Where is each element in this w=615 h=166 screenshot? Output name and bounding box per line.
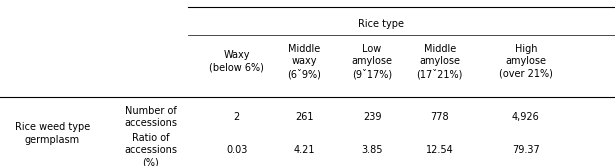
- Text: 778: 778: [430, 112, 449, 122]
- Text: 12.54: 12.54: [426, 145, 454, 155]
- Text: Middle
waxy
(6ˇ9%): Middle waxy (6ˇ9%): [287, 44, 322, 79]
- Text: 4.21: 4.21: [294, 145, 315, 155]
- Text: 79.37: 79.37: [512, 145, 540, 155]
- Text: Number of
accessions: Number of accessions: [124, 106, 177, 128]
- Text: 0.03: 0.03: [226, 145, 247, 155]
- Text: 261: 261: [295, 112, 314, 122]
- Text: Waxy
(below 6%): Waxy (below 6%): [209, 50, 264, 73]
- Text: Middle
amylose
(17ˇ21%): Middle amylose (17ˇ21%): [416, 44, 463, 79]
- Text: Rice type: Rice type: [359, 19, 404, 29]
- Text: 3.85: 3.85: [362, 145, 383, 155]
- Text: Ratio of
accessions
(%): Ratio of accessions (%): [124, 133, 177, 166]
- Text: 239: 239: [363, 112, 381, 122]
- Text: 4,926: 4,926: [512, 112, 540, 122]
- Text: High
amylose
(over 21%): High amylose (over 21%): [499, 44, 553, 79]
- Text: 2: 2: [234, 112, 240, 122]
- Text: Low
amylose
(9ˇ17%): Low amylose (9ˇ17%): [352, 44, 392, 79]
- Text: Rice weed type
germplasm: Rice weed type germplasm: [15, 123, 90, 145]
